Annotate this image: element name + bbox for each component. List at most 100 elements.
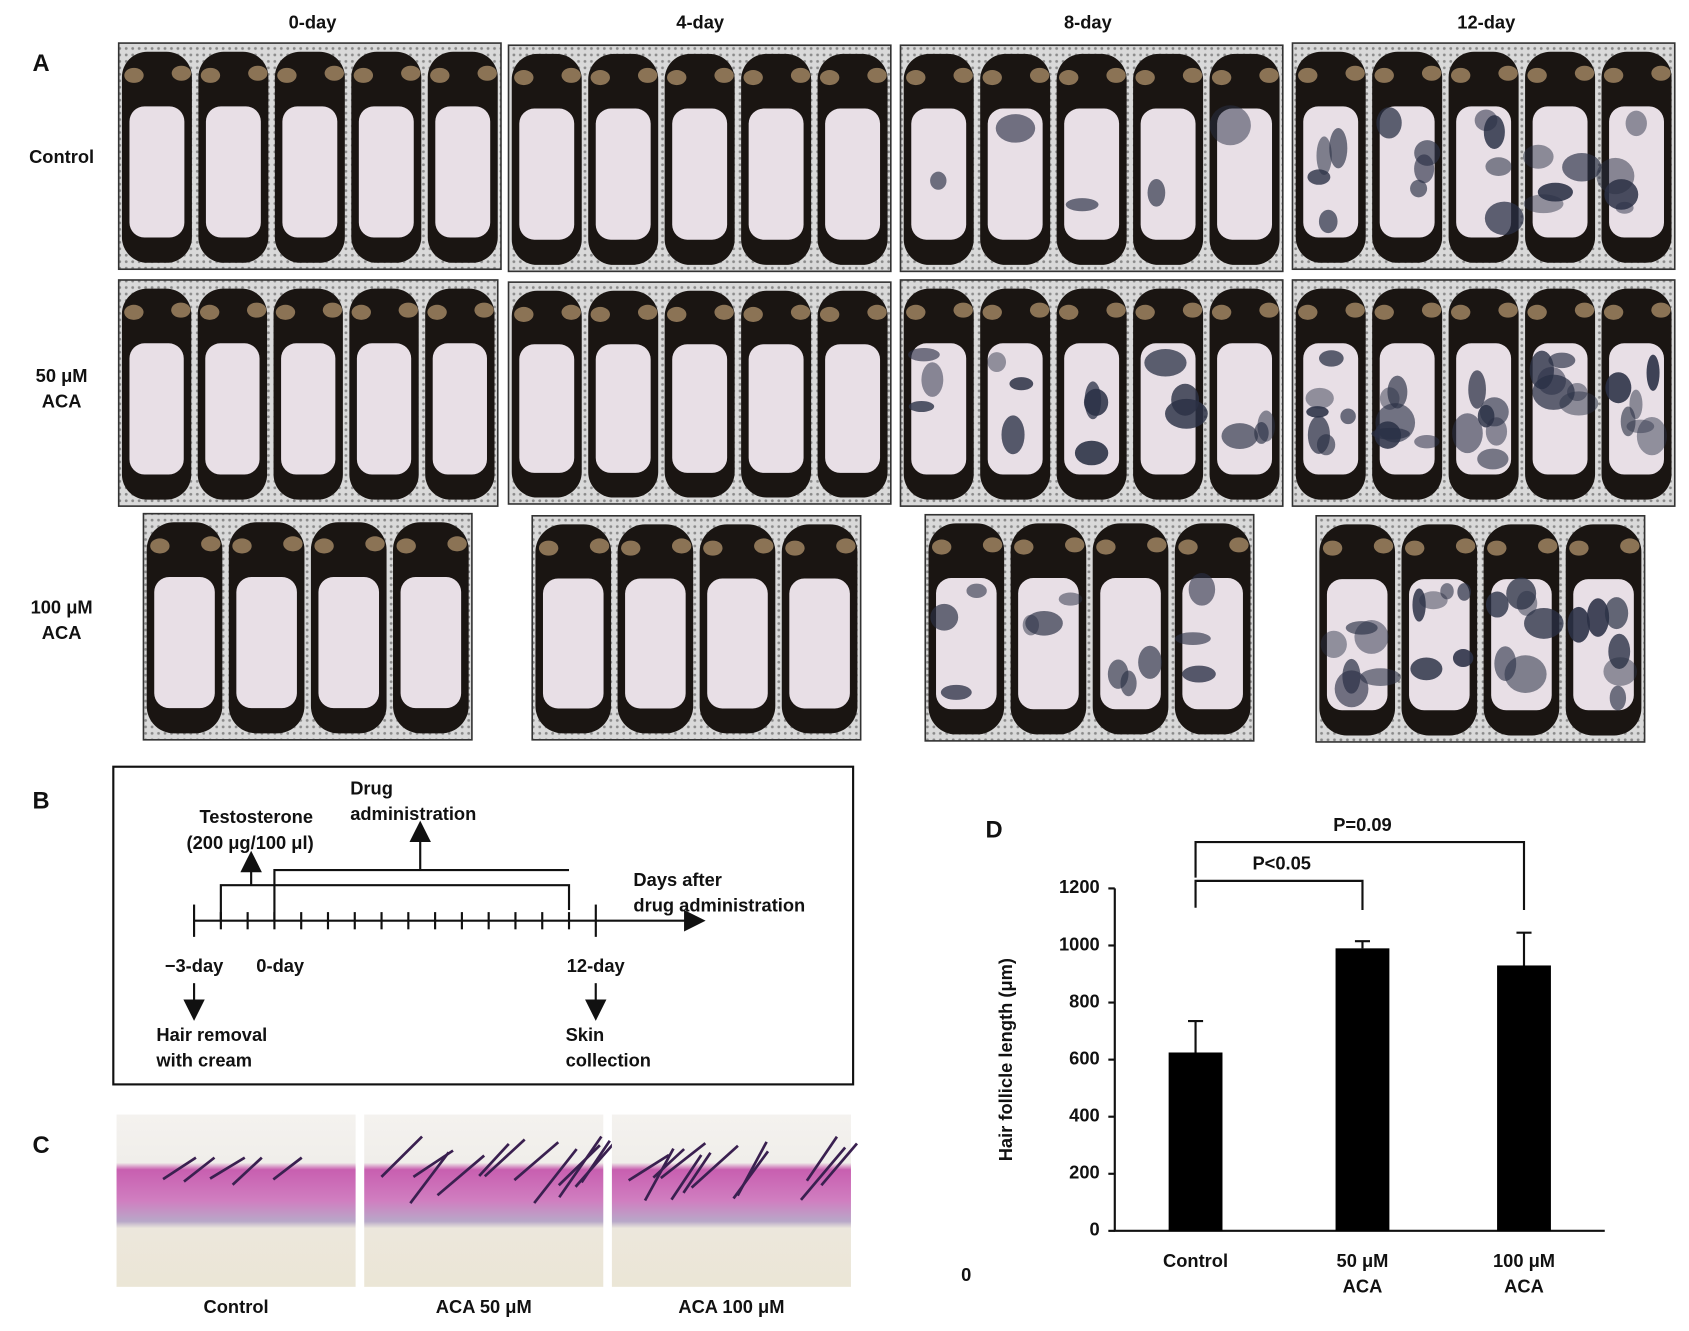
mouse-ear [785,540,805,556]
mouse-ear [1211,304,1232,320]
pigment-spot [1452,413,1483,454]
pigment-spot [1608,633,1631,669]
follicle [682,1151,712,1194]
column-label: 8-day [1064,12,1113,33]
timeline-label: −3-day [165,955,224,976]
mouse-ear [1450,304,1471,320]
mouse-ear [982,304,1002,320]
mouse-ear [514,306,534,322]
follicle [580,1139,611,1184]
mouse-ear [1259,302,1279,318]
pigment-spot [1485,591,1509,618]
pigment-spot [1138,645,1162,679]
mouse-photo [899,279,1284,507]
timeline-label: Skin collection [566,1024,651,1071]
shaved-skin [672,344,728,473]
y-tick-label: 0 [1090,1219,1100,1240]
mouse-ear [277,67,297,83]
follicle [380,1135,424,1178]
pigment-spot [1419,591,1448,610]
mouse-ear [906,304,926,320]
error-bar [1516,931,1532,966]
x-tick-label: 50 μM ACA [1337,1250,1389,1297]
follicle [533,1148,578,1204]
follicle [659,1142,707,1180]
follicle [513,1141,560,1182]
pigment-spot [1410,657,1443,681]
mouse-ear [1135,304,1155,320]
mouse-ear [1106,67,1126,83]
mouse-ear [322,302,343,318]
mouse-ear [1603,67,1624,83]
follicle [732,1150,770,1200]
mouse-ear [1651,302,1671,318]
mouse-ear [248,65,268,81]
shaved-skin [236,576,297,709]
mouse-ear [150,538,170,554]
y-tick-label: 800 [1069,990,1100,1011]
shaved-skin [987,343,1043,475]
panel-label: D [986,818,1003,844]
mouse-ear [671,538,692,554]
mouse-ear [1345,65,1365,81]
mouse-ear [1029,67,1050,83]
mouse-ear [589,538,610,554]
pigment-spot [1084,381,1102,420]
pigment-spot [1524,607,1564,639]
column-label: 0-day [289,12,338,33]
pigment-spot [1603,657,1638,686]
mouse-ear [396,538,416,554]
panel-b: B Testosterone (200 μg/100 μl) Drug adminis… [33,765,855,1086]
pigment-spot [1452,649,1474,668]
shaved-skin [595,108,651,240]
shaved-skin [1379,106,1435,238]
pigment-spot [1567,606,1590,643]
mouse-ear [1455,538,1476,554]
y-tick-label: 400 [1069,1105,1100,1126]
mouse-ear [1527,67,1547,83]
mouse-ear [1487,540,1507,556]
mouse-ear [714,67,734,83]
x-tick-label: Control [1163,1250,1228,1271]
pigment-spot [1306,406,1329,418]
follicle [799,1146,847,1201]
pigment-spot [1625,110,1647,137]
mouse-ear [867,304,887,320]
mouse-ear [1538,538,1558,554]
follicle [558,1135,603,1198]
y-axis-label: Hair follicle length (μm) [995,958,1016,1161]
mouse-ear [1029,302,1050,318]
mouse-ear [1059,69,1079,86]
shaved-skin [748,108,804,240]
mouse-ear [754,538,774,554]
row-label: 100 μM ACA [31,596,93,643]
column-label: 12-day [1457,12,1516,33]
pigment-spot [1387,375,1408,409]
follicle [643,1147,675,1202]
pigment-spot [1318,209,1338,234]
mouse-ear [1569,540,1589,556]
mouse-ear [819,306,840,322]
image-caption: Control [204,1296,269,1317]
shaved-skin [789,578,850,709]
pigment-spot [1477,448,1509,470]
histology-image [364,1114,604,1287]
shaved-skin [205,106,261,238]
mouse-ear [1065,537,1085,553]
row-label: Control [29,146,94,167]
mouse-ear [398,302,418,318]
mouse-ear [1405,540,1425,556]
mouse-ear [275,304,296,320]
panel-label: B [33,789,50,815]
shaved-skin [519,344,575,473]
mouse-ear [324,65,344,81]
mouse-ear [201,536,221,552]
follicle [409,1151,450,1204]
shaved-skin [1018,578,1079,710]
pigment-spot [1188,573,1216,606]
pigment-spot [1319,350,1344,367]
mouse-ear [171,65,192,81]
mouse-ear [1574,302,1595,318]
pigment-spot [1468,370,1486,409]
mouse-ear [1059,304,1079,320]
